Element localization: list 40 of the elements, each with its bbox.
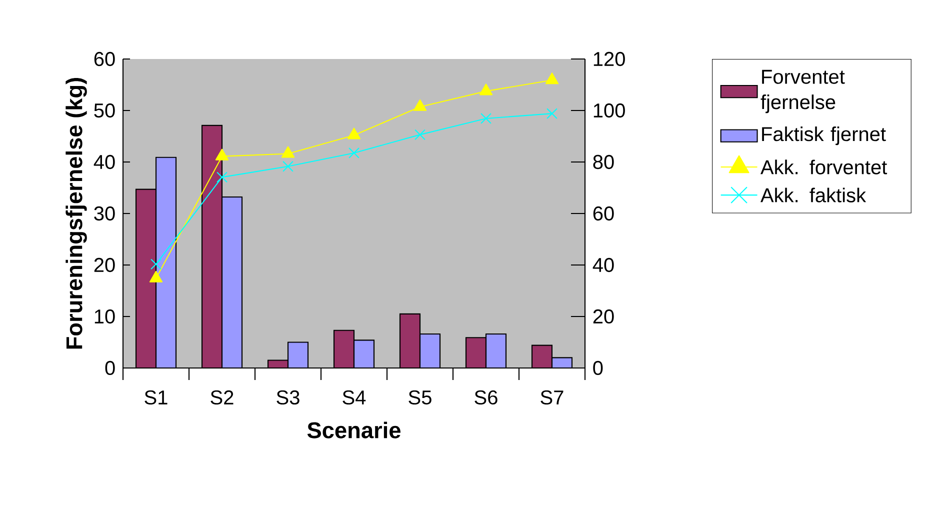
y-tick-label: 50 xyxy=(94,103,115,118)
y-tick-label: 20 xyxy=(94,258,115,272)
y-tick-label: 60 xyxy=(94,52,115,66)
point xyxy=(215,148,229,160)
y-tick-label: 0 xyxy=(105,360,115,376)
x-tick-label: S6 xyxy=(474,390,498,405)
point xyxy=(348,148,360,158)
y-tick-label: 10 xyxy=(94,309,115,324)
y-axis-title: Forureningsfjernelse (kg) xyxy=(66,78,87,349)
y2-tick-label: 100 xyxy=(594,103,625,118)
y2-tick-label: 60 xyxy=(593,206,614,221)
y-tick-label: 40 xyxy=(94,154,115,170)
y2-tick-label: 120 xyxy=(594,52,625,66)
point xyxy=(281,146,295,158)
y2-tick-label: 0 xyxy=(593,360,603,376)
point xyxy=(479,84,493,96)
x-tick-label: S2 xyxy=(210,390,234,405)
point xyxy=(150,258,162,270)
x-tick-label: S1 xyxy=(144,390,168,405)
x-tick-label: S5 xyxy=(408,390,432,405)
point xyxy=(282,160,294,172)
x-tick-label: S3 xyxy=(276,390,300,405)
point xyxy=(545,72,559,84)
x-tick-label: S7 xyxy=(540,390,564,405)
x-axis-title: Scenarie xyxy=(307,422,400,438)
point xyxy=(414,129,426,140)
point xyxy=(413,99,427,111)
legend-label: Forventet fjernelse xyxy=(760,70,845,114)
y-tick-label: 30 xyxy=(94,206,115,221)
legend-label: Akk. faktisk xyxy=(760,188,866,202)
y2-tick-label: 80 xyxy=(593,154,614,170)
x-tick-label: S4 xyxy=(342,390,366,405)
legend-label: Faktisk fjernet xyxy=(762,126,886,146)
point xyxy=(546,108,558,120)
y2-tick-label: 20 xyxy=(593,309,614,324)
point xyxy=(347,128,361,140)
y2-tick-label: 40 xyxy=(592,258,614,272)
point xyxy=(480,112,492,124)
legend-label: Akk. forventet xyxy=(760,160,888,174)
point xyxy=(216,172,228,183)
